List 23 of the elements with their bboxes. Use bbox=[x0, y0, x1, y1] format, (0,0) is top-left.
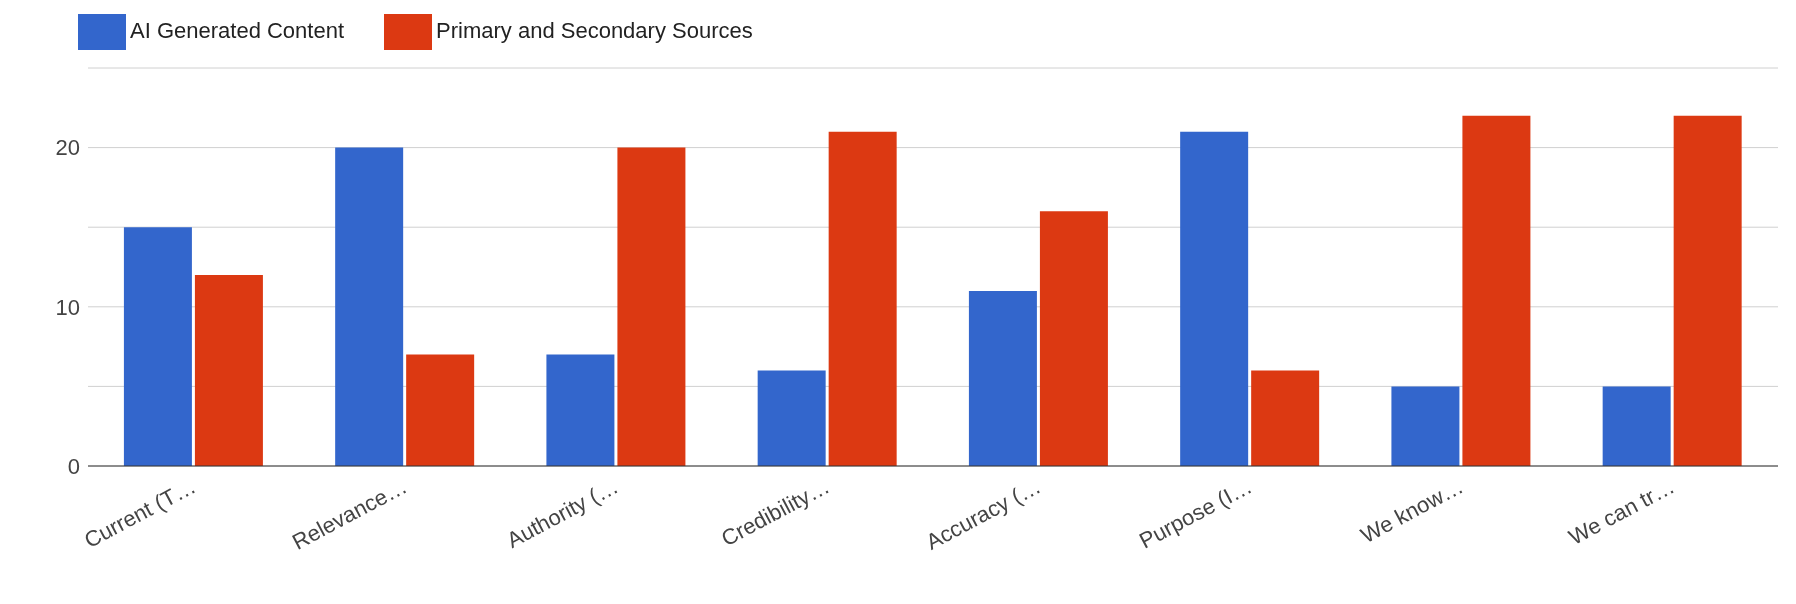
x-tick-label: We can tr… bbox=[1564, 473, 1679, 550]
bar bbox=[335, 147, 404, 466]
y-tick-label: 10 bbox=[55, 294, 80, 320]
bar bbox=[1673, 115, 1742, 466]
legend-label: AI Generated Content bbox=[130, 17, 345, 43]
bar bbox=[194, 274, 263, 466]
bar bbox=[1602, 386, 1671, 466]
bar bbox=[123, 227, 192, 466]
bar bbox=[1039, 211, 1108, 466]
bar bbox=[617, 147, 686, 466]
bar bbox=[828, 131, 897, 466]
y-tick-label: 0 bbox=[67, 453, 80, 479]
bar bbox=[406, 354, 475, 466]
bar bbox=[1462, 115, 1531, 466]
bar bbox=[1251, 370, 1320, 466]
bar bbox=[1391, 386, 1460, 466]
bar bbox=[968, 290, 1037, 466]
bar bbox=[757, 370, 826, 466]
x-tick-label: We know… bbox=[1356, 473, 1468, 549]
bar bbox=[546, 354, 615, 466]
y-tick-label: 20 bbox=[55, 135, 80, 161]
legend-label: Primary and Secondary Sources bbox=[436, 17, 753, 43]
bar bbox=[1180, 131, 1249, 466]
